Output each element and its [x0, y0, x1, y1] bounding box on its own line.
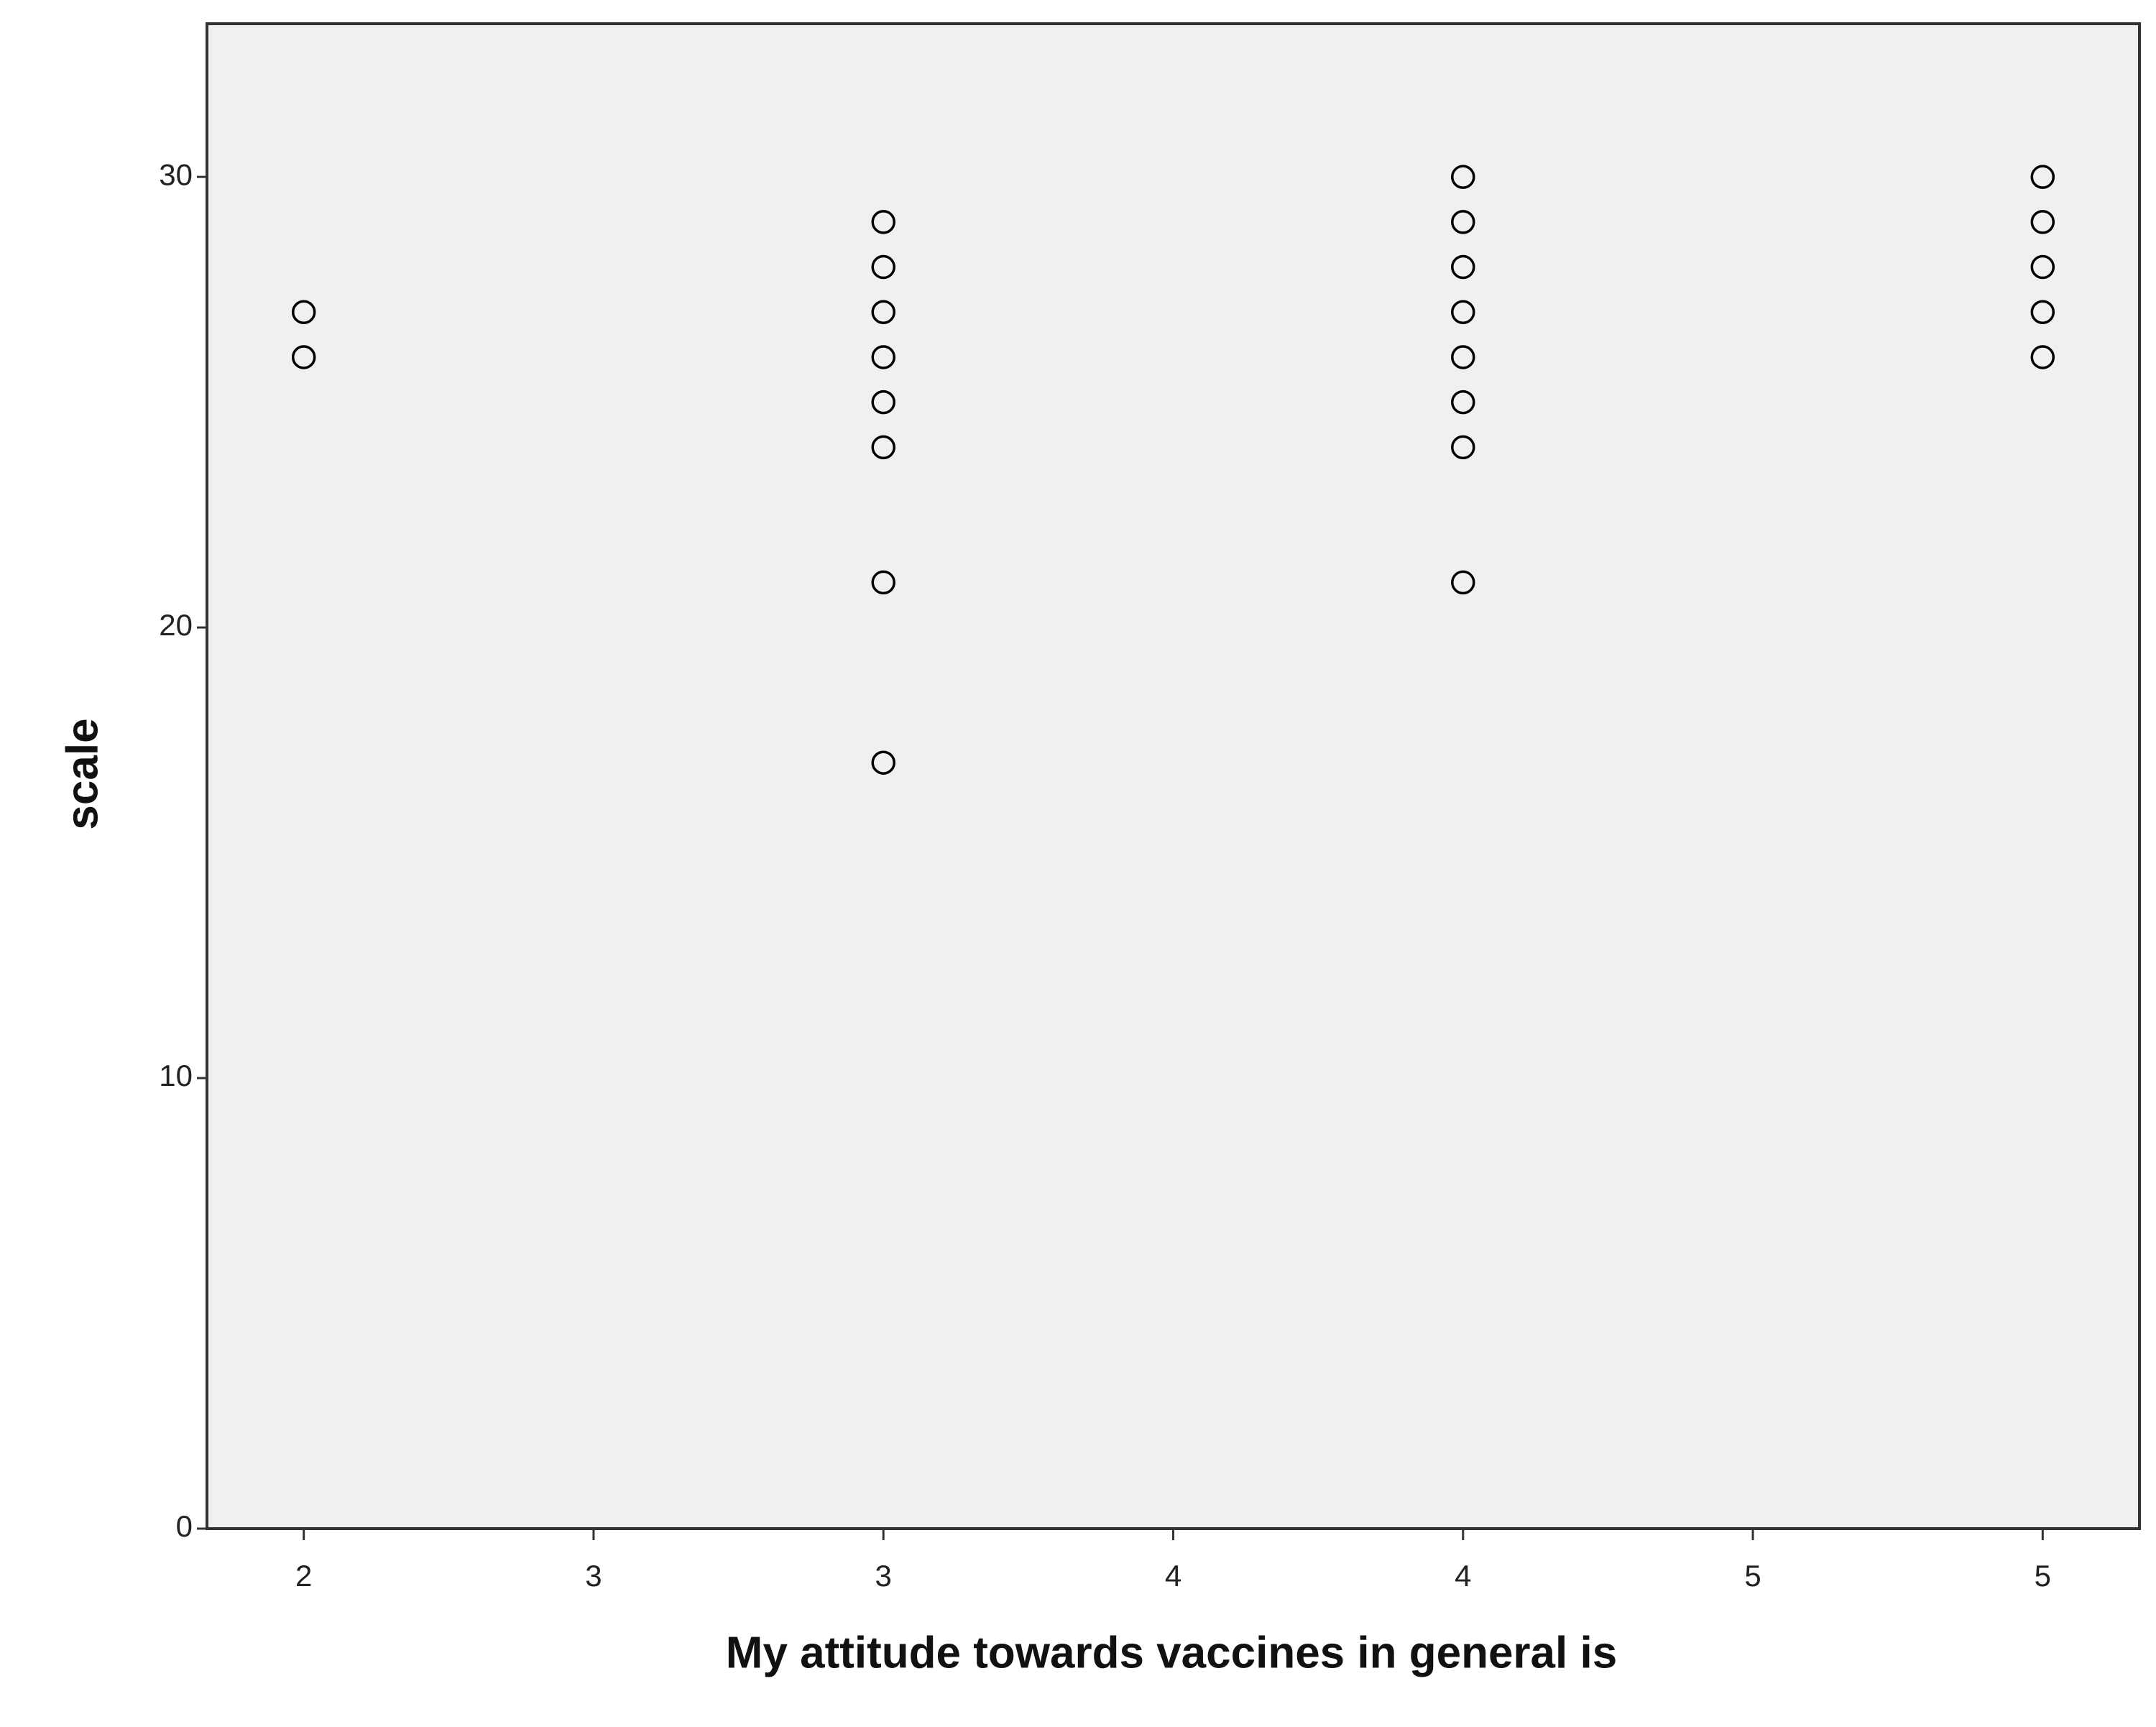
x-tick-label: 3 [585, 1559, 602, 1593]
scatter-point [871, 210, 895, 234]
y-tick-label: 30 [159, 157, 193, 191]
scatter-point [1451, 300, 1475, 324]
scatter-point [871, 435, 895, 460]
x-tick-label: 4 [1165, 1559, 1181, 1593]
y-tick-label: 20 [159, 608, 193, 642]
scatter-point [2030, 210, 2055, 234]
x-tick-label: 4 [1455, 1559, 1471, 1593]
scatter-point [871, 254, 895, 280]
y-tick-label: 10 [159, 1059, 193, 1092]
scatter-point [1451, 210, 1475, 234]
scatter-point [871, 570, 895, 595]
scatter-point [1451, 254, 1475, 280]
x-tick-label: 2 [295, 1559, 312, 1593]
x-tick-label: 5 [1744, 1559, 1761, 1593]
scatter-point [871, 300, 895, 324]
scatter-point [871, 345, 895, 369]
scatter-point [1451, 345, 1475, 369]
scatter-point [1451, 570, 1475, 595]
scatter-point [871, 750, 895, 775]
plot-background [206, 22, 2141, 1530]
scatter-point [2030, 165, 2055, 189]
scatter-point [2030, 345, 2055, 369]
scatter-point [871, 390, 895, 415]
x-tick-label: 5 [2035, 1559, 2051, 1593]
y-axis-title: scale [57, 718, 107, 829]
scatter-point [291, 345, 316, 369]
scatter-point [2030, 254, 2055, 280]
scatter-point [1451, 165, 1475, 189]
x-axis-title: My attitude towards vaccines in general … [726, 1628, 1617, 1677]
y-tick-label: 0 [176, 1509, 193, 1543]
scatter-point [2030, 300, 2055, 324]
scatter-point [1451, 435, 1475, 460]
x-tick-label: 3 [875, 1559, 892, 1593]
scatter-point [1451, 390, 1475, 415]
scatter-point [291, 300, 316, 324]
